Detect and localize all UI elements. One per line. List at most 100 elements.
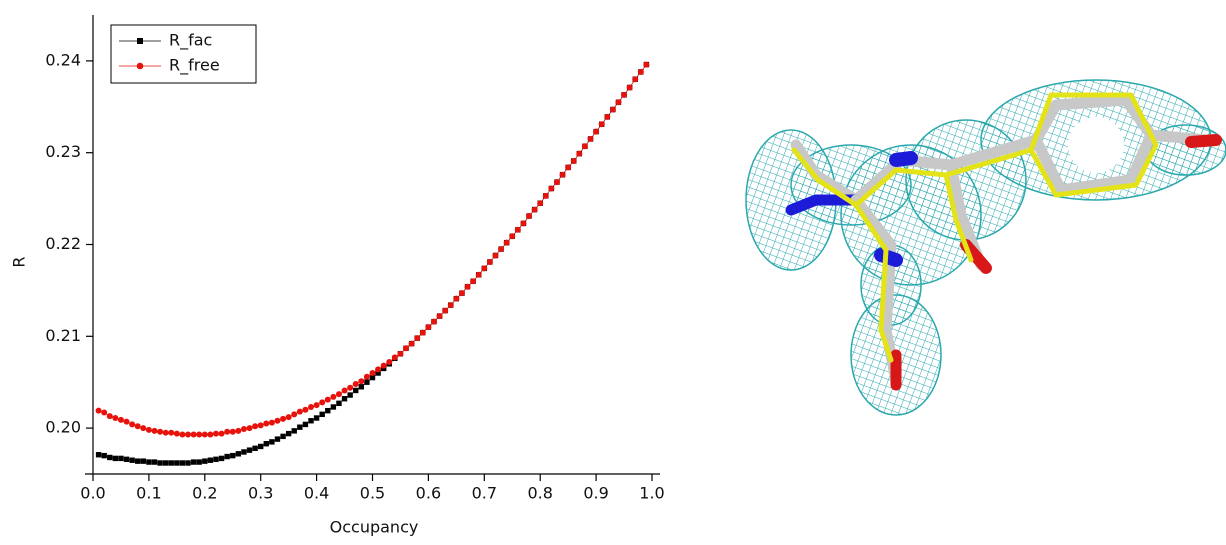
point	[565, 164, 571, 170]
point	[364, 380, 369, 385]
point	[442, 308, 448, 314]
point	[269, 439, 274, 444]
point	[124, 419, 130, 425]
point	[359, 384, 364, 389]
point	[107, 455, 112, 460]
point	[543, 193, 549, 199]
point	[347, 392, 352, 397]
point	[319, 399, 325, 405]
x-tick-label: 0.1	[136, 484, 161, 503]
point	[252, 446, 257, 451]
point	[386, 359, 392, 365]
point	[537, 200, 543, 206]
point	[247, 425, 253, 431]
point	[492, 253, 498, 259]
point	[515, 227, 521, 233]
legend-marker	[137, 63, 144, 70]
point	[213, 431, 219, 437]
point	[481, 265, 487, 271]
point	[509, 233, 515, 239]
point	[610, 107, 616, 113]
point	[308, 418, 313, 423]
point	[420, 330, 426, 336]
point	[470, 278, 476, 284]
point	[280, 416, 286, 422]
point	[604, 114, 610, 120]
point	[621, 92, 627, 98]
point	[526, 213, 532, 219]
point	[358, 378, 364, 384]
point	[101, 453, 106, 458]
point	[286, 414, 292, 420]
point	[101, 409, 107, 415]
point	[174, 431, 180, 437]
point	[230, 429, 236, 435]
y-axis-label: R	[10, 256, 29, 267]
point	[331, 404, 336, 409]
point	[297, 424, 302, 429]
point	[425, 324, 431, 330]
x-tick-label: 0.6	[416, 484, 441, 503]
point	[308, 404, 314, 410]
point	[548, 186, 554, 192]
point	[219, 431, 225, 437]
point	[185, 460, 190, 465]
y-tick-label: 0.21	[45, 326, 81, 345]
point	[353, 388, 358, 393]
point	[163, 430, 169, 436]
point	[135, 458, 140, 463]
point	[627, 85, 633, 91]
point	[314, 402, 320, 408]
x-tick-label: 0.3	[248, 484, 273, 503]
point	[157, 460, 162, 465]
point	[202, 432, 208, 438]
legend-marker	[137, 38, 143, 44]
point	[291, 411, 297, 417]
x-axis-label: Occupancy	[330, 518, 419, 537]
x-tick-label: 0.2	[192, 484, 217, 503]
point	[330, 394, 336, 400]
point	[364, 374, 370, 380]
point	[325, 397, 331, 403]
point	[292, 428, 297, 433]
point	[174, 460, 179, 465]
point	[224, 454, 229, 459]
point	[197, 459, 202, 464]
point	[140, 425, 146, 431]
point	[409, 341, 415, 347]
x-tick-label: 1.0	[639, 484, 664, 503]
point	[241, 426, 247, 432]
point	[236, 451, 241, 456]
point	[151, 428, 157, 434]
x-tick-label: 0.8	[527, 484, 552, 503]
point	[185, 432, 191, 438]
point	[264, 441, 269, 446]
point	[588, 136, 594, 142]
point	[431, 319, 437, 325]
point	[615, 99, 621, 105]
point	[532, 207, 538, 213]
point	[196, 432, 202, 438]
point	[235, 428, 241, 434]
point	[504, 240, 510, 246]
point	[403, 345, 409, 351]
point	[124, 457, 129, 462]
ring-hole	[1068, 117, 1124, 173]
point	[180, 460, 185, 465]
legend-label: R_fac	[169, 31, 212, 51]
point	[476, 272, 482, 278]
point	[118, 417, 124, 423]
point	[381, 363, 387, 369]
point	[319, 412, 324, 417]
point	[554, 179, 560, 185]
y-tick-label: 0.24	[45, 50, 81, 69]
x-tick-label: 0.5	[360, 484, 385, 503]
point	[643, 62, 649, 68]
point	[599, 121, 605, 127]
point	[241, 449, 246, 454]
point	[169, 460, 174, 465]
point	[219, 456, 224, 461]
point	[560, 172, 566, 178]
point	[325, 408, 330, 413]
point	[96, 452, 101, 457]
